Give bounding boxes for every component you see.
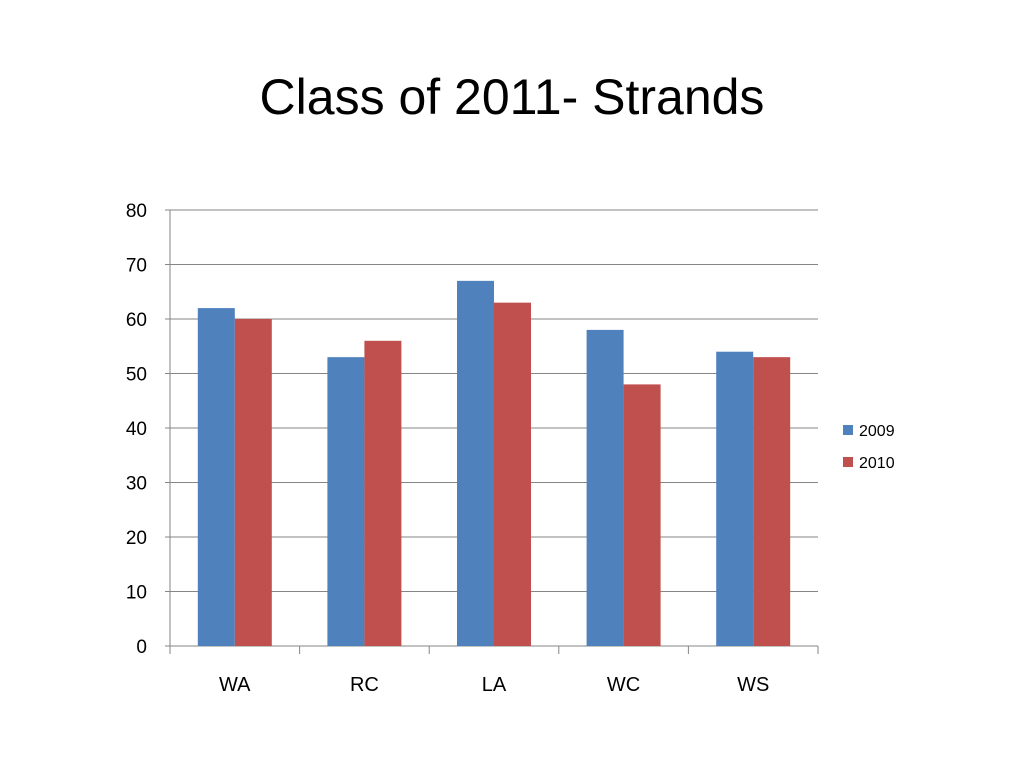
bars xyxy=(197,280,791,646)
bar-2009-WA xyxy=(197,308,235,646)
y-tick-label: 20 xyxy=(126,528,147,549)
bar-2010-WC xyxy=(623,384,661,646)
x-axis: WA RC LA WC WS xyxy=(169,645,819,696)
x-tick-label: WS xyxy=(737,674,769,696)
legend-label: 2010 xyxy=(859,455,895,472)
legend-swatch xyxy=(843,457,853,467)
bar-2009-RC xyxy=(327,357,365,646)
x-tick-label: RC xyxy=(350,674,379,696)
bar-2010-WA xyxy=(234,319,272,646)
legend: 2009 2010 xyxy=(843,423,895,472)
y-tick-label: 0 xyxy=(136,637,147,658)
bar-2009-LA xyxy=(457,280,494,646)
y-tick-label: 80 xyxy=(126,201,147,222)
bar-2010-RC xyxy=(364,340,402,646)
legend-swatch xyxy=(843,425,853,435)
bar-2010-WS xyxy=(753,357,791,646)
y-tick-label: 10 xyxy=(126,583,147,604)
x-tick-label: WC xyxy=(607,674,640,696)
y-tick-label: 70 xyxy=(126,256,147,277)
y-tick-label: 30 xyxy=(126,474,147,495)
y-tick-label: 60 xyxy=(126,310,147,331)
x-tick-label: WA xyxy=(219,674,251,696)
bar-2009-WS xyxy=(716,351,754,646)
x-tick-label: LA xyxy=(482,674,507,696)
legend-label: 2009 xyxy=(859,423,895,440)
slide-title: Class of 2011- Strands xyxy=(259,69,765,125)
y-tick-label: 50 xyxy=(126,365,147,386)
y-tick-label: 40 xyxy=(126,419,147,440)
y-axis: 0 10 20 30 40 50 60 70 80 xyxy=(126,201,171,658)
bar-2010-LA xyxy=(494,302,531,646)
bar-2009-WC xyxy=(586,329,624,646)
